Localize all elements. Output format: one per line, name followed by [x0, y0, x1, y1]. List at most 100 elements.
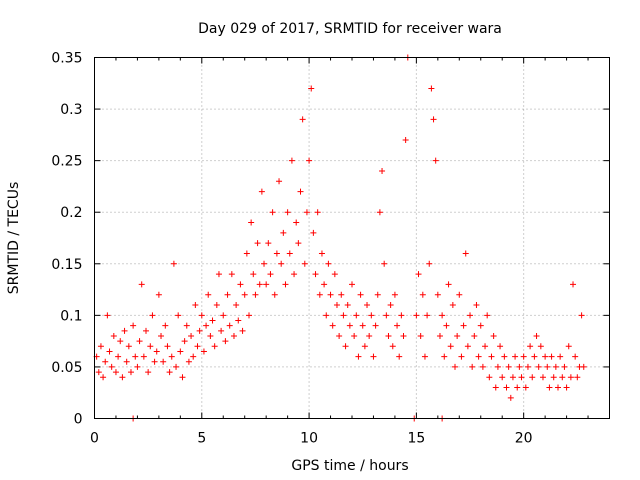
data-point [426, 260, 433, 267]
data-point [258, 188, 265, 195]
data-point [359, 322, 366, 329]
data-point [492, 384, 499, 391]
data-point [108, 363, 115, 370]
data-point [331, 271, 338, 278]
data-point [428, 85, 435, 92]
data-point [349, 281, 355, 288]
data-point [469, 363, 476, 370]
data-point [179, 374, 186, 381]
data-point [533, 332, 540, 339]
data-point [355, 353, 362, 360]
y-axis-label: SRMTID / TECUs [6, 182, 22, 295]
data-point [421, 353, 428, 360]
data-point [125, 343, 132, 350]
data-point [303, 209, 310, 216]
data-point [567, 374, 574, 381]
data-point [342, 343, 349, 350]
data-point [213, 302, 220, 309]
y-tick-label: 0.25 [51, 154, 82, 170]
data-point [368, 312, 375, 319]
data-point [546, 384, 553, 391]
data-point [250, 271, 257, 278]
data-point [162, 322, 169, 329]
data-point [505, 363, 512, 370]
data-point [314, 209, 321, 216]
y-tick-label: 0.05 [51, 360, 82, 376]
data-point [374, 291, 381, 298]
data-point [452, 363, 458, 370]
data-point [340, 312, 347, 319]
data-point [153, 348, 160, 355]
data-point [123, 358, 130, 365]
data-point [486, 374, 493, 381]
data-point [516, 363, 523, 370]
data-point [205, 291, 212, 298]
data-point [284, 209, 291, 216]
data-point [166, 369, 173, 376]
data-point [226, 322, 233, 329]
data-point [132, 353, 139, 360]
data-point [190, 353, 197, 360]
y-tick-label: 0.1 [60, 308, 82, 324]
data-point [475, 353, 482, 360]
x-tick-label: 15 [407, 431, 425, 447]
data-point [97, 343, 104, 350]
y-tick-label: 0.3 [60, 102, 82, 118]
data-point [391, 291, 398, 298]
data-point [503, 384, 510, 391]
y-tick-label: 0.2 [60, 205, 82, 221]
data-point [387, 302, 394, 309]
data-point [200, 348, 207, 355]
data-point [138, 281, 145, 288]
data-point [419, 291, 426, 298]
data-point [209, 317, 216, 324]
data-point [100, 374, 107, 381]
data-point [385, 332, 392, 339]
data-point [443, 322, 450, 329]
data-point [580, 363, 587, 370]
data-point [344, 302, 351, 309]
data-point [376, 209, 383, 216]
data-point [372, 322, 379, 329]
data-point [559, 374, 566, 381]
data-point [529, 374, 536, 381]
data-point [436, 332, 443, 339]
data-point [280, 229, 287, 236]
data-point [175, 312, 182, 319]
data-point [572, 353, 579, 360]
data-point [228, 271, 235, 278]
data-point [95, 369, 102, 376]
x-tick-label: 0 [90, 431, 99, 447]
data-point [222, 338, 229, 345]
data-point [520, 353, 527, 360]
data-point [561, 363, 568, 370]
data-point [112, 369, 119, 376]
data-point [267, 271, 274, 278]
data-point [185, 358, 192, 365]
data-point [218, 327, 225, 334]
data-point [151, 358, 158, 365]
data-point [482, 343, 489, 350]
data-point [149, 312, 156, 319]
data-point [445, 281, 452, 288]
data-point [130, 322, 137, 329]
data-point [239, 327, 246, 334]
data-point [484, 312, 491, 319]
data-point [413, 312, 420, 319]
data-point [170, 260, 177, 267]
data-point [276, 178, 283, 185]
data-point [383, 312, 390, 319]
data-point [402, 137, 409, 144]
data-point [544, 363, 551, 370]
data-point [134, 363, 141, 370]
data-point [117, 338, 124, 345]
data-point [353, 312, 360, 319]
data-point [338, 291, 345, 298]
data-point [467, 312, 474, 319]
data-point [398, 312, 405, 319]
data-point [578, 312, 585, 319]
data-point [490, 332, 497, 339]
x-tick-label: 10 [300, 431, 318, 447]
data-point [441, 353, 448, 360]
data-point [449, 302, 456, 309]
